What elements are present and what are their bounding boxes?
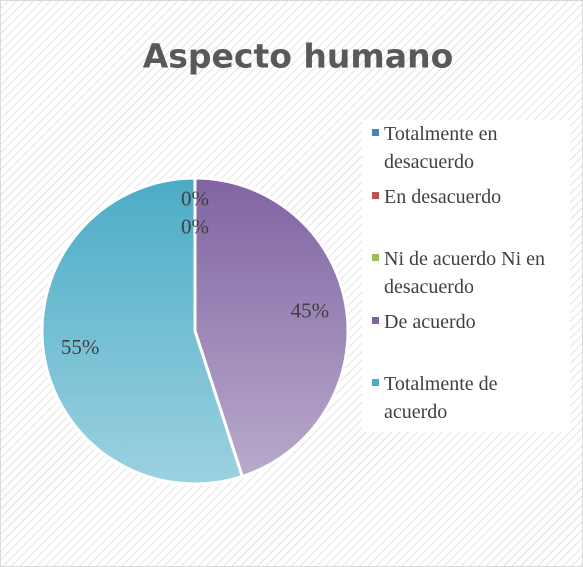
chart-title: Aspecto humano	[143, 37, 454, 76]
legend-label: Totalmente en desacuerdo	[384, 123, 498, 173]
legend-item: En desacuerdo	[372, 183, 562, 245]
legend-item: De acuerdo	[372, 308, 562, 370]
legend-label: Totalmente de acuerdo	[384, 373, 498, 423]
legend: Totalmente en desacuerdo En desacuerdo Ni …	[362, 120, 570, 432]
legend-item: Totalmente de acuerdo	[372, 370, 562, 432]
legend-label: Ni de acuerdo Ni en desacuerdo	[384, 248, 546, 298]
legend-label: De acuerdo	[384, 310, 476, 333]
data-label: 45%	[291, 299, 330, 323]
pie-slice	[40, 176, 245, 486]
legend-swatch	[372, 129, 379, 136]
legend-swatch	[372, 191, 379, 199]
legend-swatch	[372, 254, 379, 261]
data-label: 55%	[61, 335, 100, 359]
legend-item: Ni de acuerdo Ni en desacuerdo	[372, 245, 562, 307]
legend-item: Totalmente en desacuerdo	[372, 120, 562, 182]
pie-slice	[193, 176, 350, 479]
legend-swatch	[372, 316, 379, 324]
data-label: 0%	[181, 187, 209, 211]
legend-label: En desacuerdo	[384, 185, 502, 208]
legend-swatch	[372, 379, 379, 386]
data-label: 0%	[181, 215, 209, 239]
